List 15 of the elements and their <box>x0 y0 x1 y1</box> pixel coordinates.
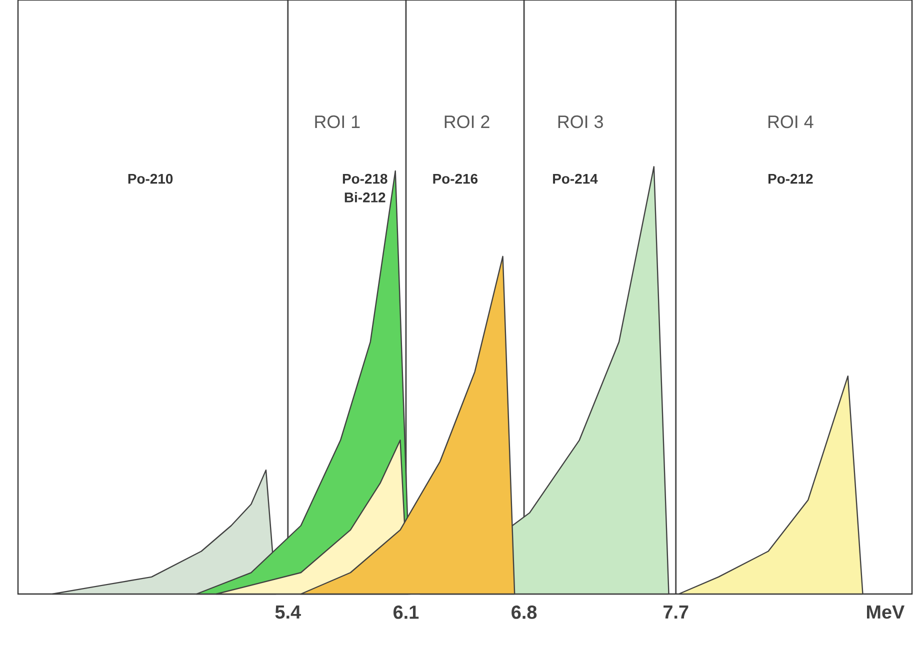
x-tick-label: 7.7 <box>664 606 688 619</box>
text: ROI 4 <box>768 115 814 128</box>
x-axis-title: MeV <box>866 606 905 619</box>
annotation: Po-212 <box>768 174 813 184</box>
annotation: Po-216 <box>433 174 478 184</box>
annotation: Po-214 <box>553 174 598 184</box>
text: ROI 2 <box>444 115 490 128</box>
x-tick-label: 6.1 <box>393 606 419 619</box>
x-tick-label: 5.4 <box>275 606 301 619</box>
annotation: Bi-212 <box>344 192 386 202</box>
annotation: Po-210 <box>128 174 173 184</box>
text: ROI 3 <box>558 115 603 128</box>
x-tick-label: 6.8 <box>512 606 537 619</box>
text: ROI 1 <box>315 115 360 128</box>
annotation: Po-218 <box>342 174 388 184</box>
